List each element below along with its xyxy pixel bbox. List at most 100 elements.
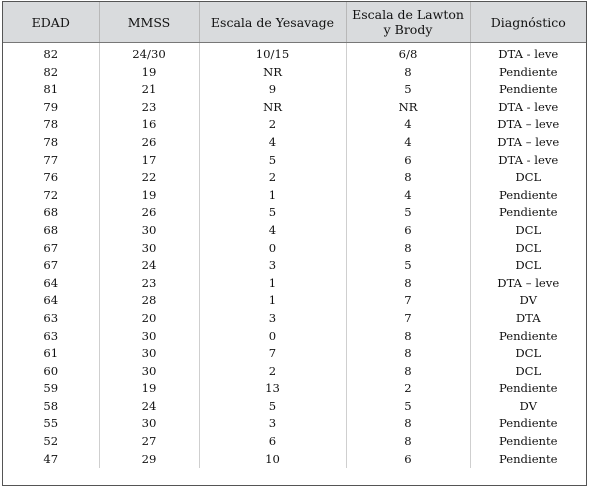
cell-yesavage: 1 xyxy=(198,274,346,293)
cell-lawton-brody: 8 xyxy=(345,345,470,363)
cell-lawton-brody: 6 xyxy=(345,450,470,469)
cell-mmss: 21 xyxy=(98,81,199,99)
cell-diagnostico: Pendiente xyxy=(469,433,586,451)
cell-yesavage: 0 xyxy=(198,239,346,258)
cell-lawton-brody: 5 xyxy=(345,204,470,222)
cell-lawton-brody: 2 xyxy=(345,380,470,398)
cell-mmss: 30 xyxy=(98,415,199,434)
cell-lawton-brody: 6/8 xyxy=(345,42,470,64)
cell-edad: 79 xyxy=(43,99,59,114)
table-row: 61 30 7 8 DCL xyxy=(3,345,586,363)
cell-lawton-brody: 7 xyxy=(345,292,470,310)
table-row: 72 19 1 4 Pendiente xyxy=(3,186,586,205)
cell-lawton-brody: 4 xyxy=(345,133,470,152)
cell-diagnostico: DCL xyxy=(469,257,586,275)
cell-mmss: 20 xyxy=(98,309,199,328)
cell-mmss: 30 xyxy=(98,239,199,258)
cell-diagnostico: Pendiente xyxy=(469,415,586,434)
cell-yesavage: 1 xyxy=(198,292,346,310)
table-row: 58 24 5 5 DV xyxy=(3,397,586,416)
cell-edad: 82 xyxy=(43,47,59,61)
cell-mmss: 28 xyxy=(98,292,199,310)
cell-edad: 77 xyxy=(43,152,59,167)
cell-yesavage: 9 xyxy=(198,81,346,99)
cell-mmss: 17 xyxy=(98,151,199,170)
cell-diagnostico: DTA - leve xyxy=(469,98,586,117)
cell-yesavage: 3 xyxy=(198,309,346,328)
cell-yesavage: 6 xyxy=(198,433,346,451)
cell-diagnostico: DCL xyxy=(469,221,586,240)
cell-yesavage: 5 xyxy=(198,397,346,416)
table-row: 67 30 0 8 DCL xyxy=(3,239,586,258)
cell-edad: 78 xyxy=(43,117,59,132)
cell-mmss: 19 xyxy=(98,380,199,398)
cell-mmss: 30 xyxy=(98,221,199,240)
cell-diagnostico: DTA - leve xyxy=(469,42,586,64)
cell-edad: 59 xyxy=(43,381,59,396)
table-row: 63 20 3 7 DTA xyxy=(3,309,586,328)
cell-lawton-brody: 6 xyxy=(345,151,470,170)
header-yesavage: Escala de Yesavage xyxy=(198,2,346,43)
table-row: 78 16 2 4 DTA – leve xyxy=(3,116,586,134)
cell-edad: 64 xyxy=(43,275,59,290)
cell-mmss: 26 xyxy=(98,204,199,222)
cell-mmss: 30 xyxy=(98,362,199,381)
cell-lawton-brody: 6 xyxy=(345,221,470,240)
cell-yesavage: 4 xyxy=(198,133,346,152)
cell-edad: 78 xyxy=(43,134,59,149)
cell-lawton-brody: 5 xyxy=(345,257,470,275)
cell-yesavage: 10 xyxy=(198,450,346,469)
cell-yesavage: NR xyxy=(198,98,346,117)
header-row: EDAD MMSS Escala de Yesavage Escala de L… xyxy=(3,2,586,43)
header-diagnostico: Diagnóstico xyxy=(469,2,586,43)
table-row: 67 24 3 5 DCL xyxy=(3,257,586,275)
cell-mmss: 29 xyxy=(98,450,199,469)
cell-yesavage: 5 xyxy=(198,151,346,170)
cell-diagnostico: DCL xyxy=(469,345,586,363)
cell-mmss: 22 xyxy=(98,169,199,187)
cell-diagnostico: Pendiente xyxy=(469,327,586,346)
cell-edad: 63 xyxy=(43,328,59,343)
cell-diagnostico: Pendiente xyxy=(469,186,586,205)
cell-yesavage: 2 xyxy=(198,362,346,381)
cell-edad: 60 xyxy=(43,363,59,378)
cell-mmss: 24/30 xyxy=(98,42,199,64)
cell-mmss: 30 xyxy=(98,327,199,346)
cell-diagnostico: Pendiente xyxy=(469,204,586,222)
header-edad: EDAD xyxy=(3,2,99,43)
cell-edad: 67 xyxy=(43,258,59,273)
cell-edad: 82 xyxy=(43,64,59,79)
cell-lawton-brody: 4 xyxy=(345,116,470,134)
table-row: 79 23 NR NR DTA - leve xyxy=(3,98,586,117)
table-header: EDAD MMSS Escala de Yesavage Escala de L… xyxy=(3,2,586,43)
cell-diagnostico: Pendiente xyxy=(469,380,586,398)
cell-mmss: 24 xyxy=(98,397,199,416)
cell-yesavage: 2 xyxy=(198,116,346,134)
table-row: 59 19 13 2 Pendiente xyxy=(3,380,586,398)
table-row: 52 27 6 8 Pendiente xyxy=(3,433,586,451)
cell-edad: 47 xyxy=(43,451,59,466)
cell-lawton-brody: 8 xyxy=(345,239,470,258)
table-row: 76 22 2 8 DCL xyxy=(3,169,586,187)
table-row: 82 24/30 10/15 6/8 DTA - leve xyxy=(3,42,586,64)
cell-yesavage: 3 xyxy=(198,257,346,275)
cell-mmss: 27 xyxy=(98,433,199,451)
cell-yesavage: 7 xyxy=(198,345,346,363)
table-row: 78 26 4 4 DTA – leve xyxy=(3,133,586,152)
cell-diagnostico: DTA – leve xyxy=(469,133,586,152)
header-lawton-brody: Escala de Lawton y Brody xyxy=(345,2,470,43)
header-mmss: MMSS xyxy=(98,2,199,43)
cell-yesavage: 5 xyxy=(198,204,346,222)
cell-mmss: 30 xyxy=(98,345,199,363)
cell-edad: 76 xyxy=(43,170,59,185)
cell-edad: 58 xyxy=(43,398,59,413)
patient-table: EDAD MMSS Escala de Yesavage Escala de L… xyxy=(3,2,586,469)
table-row: 60 30 2 8 DCL xyxy=(3,362,586,381)
cell-diagnostico: Pendiente xyxy=(469,450,586,469)
cell-edad: 52 xyxy=(43,434,59,449)
table-row: 82 19 NR 8 Pendiente xyxy=(3,63,586,82)
cell-diagnostico: DV xyxy=(469,292,586,310)
cell-yesavage: 4 xyxy=(198,221,346,240)
cell-yesavage: NR xyxy=(198,63,346,82)
cell-lawton-brody: 8 xyxy=(345,63,470,82)
